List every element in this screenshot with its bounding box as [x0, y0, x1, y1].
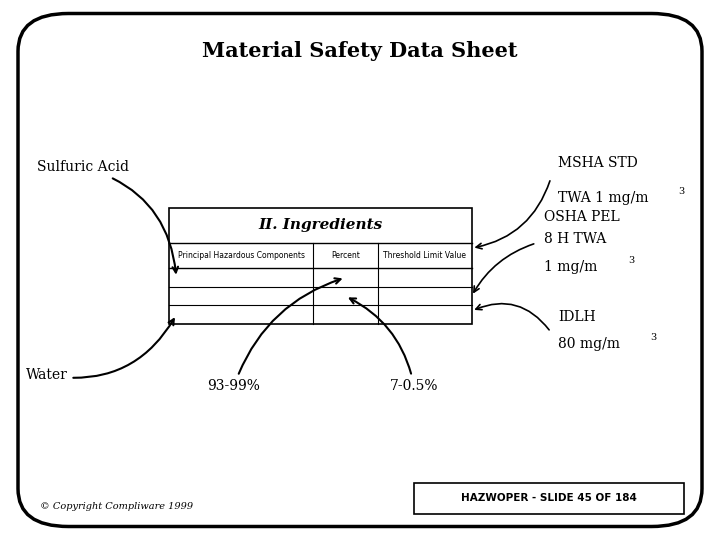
Text: 8 H TWA: 8 H TWA [544, 232, 606, 246]
Text: Water: Water [26, 319, 174, 382]
Text: OSHA PEL: OSHA PEL [544, 210, 619, 224]
Text: Sulfuric Acid: Sulfuric Acid [37, 160, 178, 273]
Text: © Copyright Compliware 1999: © Copyright Compliware 1999 [40, 502, 193, 511]
Text: 3: 3 [650, 333, 657, 342]
Text: Material Safety Data Sheet: Material Safety Data Sheet [202, 41, 518, 62]
Text: TWA 1 mg/m: TWA 1 mg/m [558, 191, 649, 205]
Text: Principal Hazardous Components: Principal Hazardous Components [178, 251, 305, 260]
Text: 80 mg/m: 80 mg/m [558, 337, 620, 351]
Text: Percent: Percent [331, 251, 360, 260]
Text: IDLH: IDLH [558, 310, 595, 324]
Bar [169, 208, 472, 324]
Text: 3: 3 [629, 255, 635, 265]
Text: 93-99%: 93-99% [207, 278, 341, 393]
Text: 7-0.5%: 7-0.5% [350, 299, 438, 393]
FancyBboxPatch shape [18, 14, 702, 526]
Bar [414, 483, 684, 514]
Text: II. Ingredients: II. Ingredients [258, 218, 382, 232]
Text: 1 mg/m: 1 mg/m [544, 260, 597, 274]
Text: HAZWOPER - SLIDE 45 OF 184: HAZWOPER - SLIDE 45 OF 184 [461, 494, 637, 503]
Text: 3: 3 [678, 187, 685, 196]
Text: MSHA STD: MSHA STD [558, 156, 638, 170]
Text: Threshold Limit Value: Threshold Limit Value [383, 251, 467, 260]
